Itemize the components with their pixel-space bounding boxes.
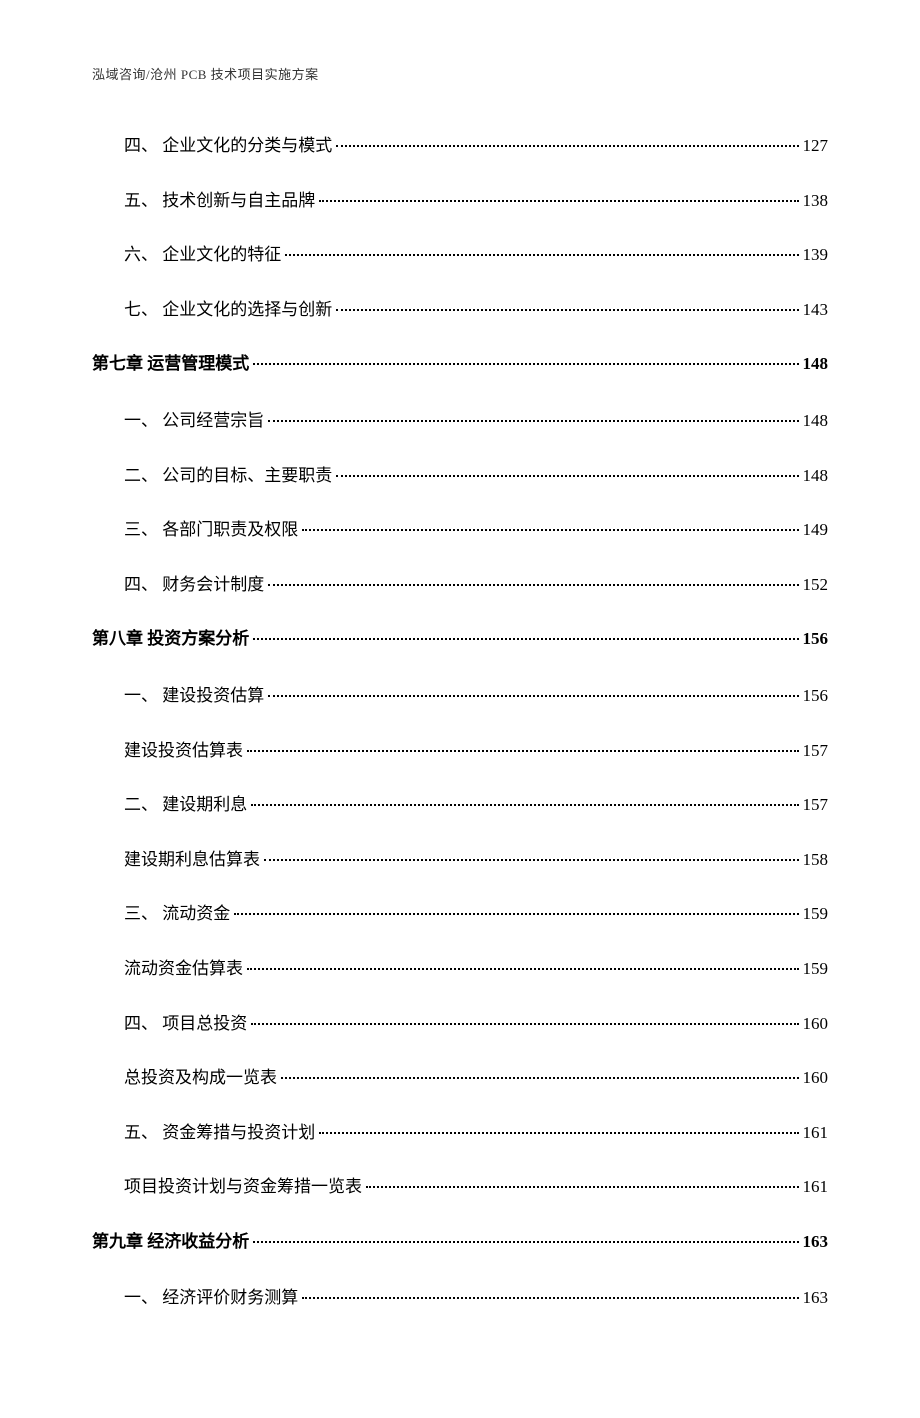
toc-label: 五、 技术创新与自主品牌 <box>124 186 315 217</box>
toc-item: 六、 企业文化的特征 139 <box>92 240 828 271</box>
toc-leader-dots <box>336 145 798 147</box>
toc-leader-dots <box>247 750 799 752</box>
toc-leader-dots <box>285 254 798 256</box>
toc-chapter: 第七章 运营管理模式 148 <box>92 349 828 380</box>
toc-label: 四、 财务会计制度 <box>124 570 264 601</box>
toc-label: 一、 经济评价财务测算 <box>124 1283 298 1314</box>
toc-item: 三、 流动资金 159 <box>92 899 828 930</box>
toc-item: 二、 建设期利息 157 <box>92 790 828 821</box>
toc-leader-dots <box>264 859 799 861</box>
toc-leader-dots <box>253 363 798 365</box>
toc-item: 四、 项目总投资 160 <box>92 1009 828 1040</box>
toc-page-number: 139 <box>803 240 829 271</box>
toc-leader-dots <box>302 529 798 531</box>
toc-page-number: 163 <box>803 1283 829 1314</box>
toc-page-number: 157 <box>803 790 829 821</box>
toc-item: 三、 各部门职责及权限 149 <box>92 515 828 546</box>
toc-leader-dots <box>319 1132 798 1134</box>
toc-item: 一、 建设投资估算 156 <box>92 681 828 712</box>
toc-leader-dots <box>336 309 798 311</box>
toc-chapter: 第九章 经济收益分析 163 <box>92 1227 828 1258</box>
toc-page-number: 161 <box>803 1172 829 1203</box>
toc-page-number: 138 <box>803 186 829 217</box>
toc-page-number: 148 <box>803 349 829 380</box>
toc-label: 七、 企业文化的选择与创新 <box>124 295 332 326</box>
toc-item: 建设投资估算表 157 <box>92 736 828 767</box>
toc-page-number: 159 <box>803 954 829 985</box>
toc-item: 二、 公司的目标、主要职责 148 <box>92 461 828 492</box>
toc-label: 流动资金估算表 <box>124 954 243 985</box>
toc-label: 四、 项目总投资 <box>124 1009 247 1040</box>
toc-label: 第八章 投资方案分析 <box>92 624 249 655</box>
toc-label: 三、 各部门职责及权限 <box>124 515 298 546</box>
toc-page-number: 143 <box>803 295 829 326</box>
toc-page-number: 127 <box>803 131 829 162</box>
toc-page-number: 156 <box>803 624 829 655</box>
toc-leader-dots <box>319 200 798 202</box>
toc-leader-dots <box>366 1186 799 1188</box>
toc-leader-dots <box>251 804 798 806</box>
toc-page-number: 163 <box>803 1227 829 1258</box>
toc-page-number: 156 <box>803 681 829 712</box>
toc-page-number: 159 <box>803 899 829 930</box>
toc-item: 流动资金估算表 159 <box>92 954 828 985</box>
toc-leader-dots <box>281 1077 799 1079</box>
toc-label: 项目投资计划与资金筹措一览表 <box>124 1172 362 1203</box>
toc-label: 建设投资估算表 <box>124 736 243 767</box>
toc-label: 建设期利息估算表 <box>124 845 260 876</box>
toc-leader-dots <box>268 420 798 422</box>
toc-label: 一、 建设投资估算 <box>124 681 264 712</box>
toc-item: 项目投资计划与资金筹措一览表 161 <box>92 1172 828 1203</box>
toc-item: 一、 公司经营宗旨 148 <box>92 406 828 437</box>
toc-page-number: 157 <box>803 736 829 767</box>
toc-page-number: 148 <box>803 406 829 437</box>
toc-label: 一、 公司经营宗旨 <box>124 406 264 437</box>
document-page: 泓域咨询/沧州 PCB 技术项目实施方案 四、 企业文化的分类与模式 127 五、 … <box>0 0 920 1418</box>
toc-page-number: 158 <box>803 845 829 876</box>
toc-label: 三、 流动资金 <box>124 899 230 930</box>
toc-page-number: 160 <box>803 1063 829 1094</box>
toc-label: 五、 资金筹措与投资计划 <box>124 1118 315 1149</box>
toc-item: 建设期利息估算表 158 <box>92 845 828 876</box>
toc-label: 二、 建设期利息 <box>124 790 247 821</box>
toc-leader-dots <box>336 475 798 477</box>
toc-label: 第七章 运营管理模式 <box>92 349 249 380</box>
page-header: 泓域咨询/沧州 PCB 技术项目实施方案 <box>92 64 828 83</box>
toc-leader-dots <box>268 584 798 586</box>
toc-item: 五、 技术创新与自主品牌 138 <box>92 186 828 217</box>
toc-leader-dots <box>268 695 798 697</box>
toc-label: 总投资及构成一览表 <box>124 1063 277 1094</box>
toc-label: 四、 企业文化的分类与模式 <box>124 131 332 162</box>
toc-leader-dots <box>251 1023 798 1025</box>
toc-item: 四、 财务会计制度 152 <box>92 570 828 601</box>
toc-page-number: 160 <box>803 1009 829 1040</box>
toc-item: 一、 经济评价财务测算 163 <box>92 1283 828 1314</box>
toc-leader-dots <box>247 968 799 970</box>
toc-item: 七、 企业文化的选择与创新 143 <box>92 295 828 326</box>
toc-item: 五、 资金筹措与投资计划 161 <box>92 1118 828 1149</box>
toc-item: 四、 企业文化的分类与模式 127 <box>92 131 828 162</box>
toc-label: 第九章 经济收益分析 <box>92 1227 249 1258</box>
toc-leader-dots <box>302 1297 798 1299</box>
toc-leader-dots <box>253 638 798 640</box>
toc-leader-dots <box>253 1241 798 1243</box>
toc-chapter: 第八章 投资方案分析 156 <box>92 624 828 655</box>
toc-page-number: 161 <box>803 1118 829 1149</box>
toc-item: 总投资及构成一览表 160 <box>92 1063 828 1094</box>
toc-page-number: 152 <box>803 570 829 601</box>
toc-page-number: 148 <box>803 461 829 492</box>
table-of-contents: 四、 企业文化的分类与模式 127 五、 技术创新与自主品牌 138 六、 企业文化的特… <box>92 131 828 1314</box>
toc-leader-dots <box>234 913 798 915</box>
toc-label: 六、 企业文化的特征 <box>124 240 281 271</box>
toc-label: 二、 公司的目标、主要职责 <box>124 461 332 492</box>
toc-page-number: 149 <box>803 515 829 546</box>
